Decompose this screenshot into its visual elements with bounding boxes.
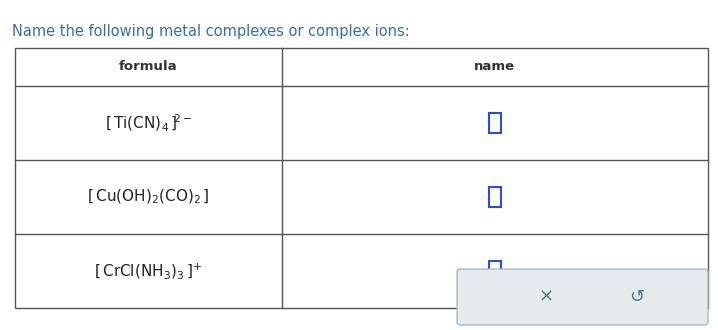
Text: formula: formula	[119, 60, 178, 74]
Text: ×: ×	[538, 288, 554, 306]
Text: $\left[\,\mathrm{CrCl(NH_3)_3}\,\right]^{+}$: $\left[\,\mathrm{CrCl(NH_3)_3}\,\right]^…	[94, 261, 202, 281]
Bar	[489, 113, 501, 133]
Text: name: name	[475, 60, 516, 74]
Bar	[489, 187, 501, 207]
FancyBboxPatch shape	[457, 269, 708, 325]
Text: $\left[\,\mathrm{Ti(CN)_4}\,\right]^{\!\!2-}$: $\left[\,\mathrm{Ti(CN)_4}\,\right]^{\!\…	[105, 113, 192, 134]
Text: Name the following metal complexes or complex ions:: Name the following metal complexes or co…	[12, 24, 410, 39]
Bar	[489, 261, 501, 281]
Text: ↺: ↺	[629, 288, 644, 306]
Text: $\left[\,\mathrm{Cu(OH)_2(CO)_2}\,\right]$: $\left[\,\mathrm{Cu(OH)_2(CO)_2}\,\right…	[87, 188, 210, 206]
Bar	[15, 48, 708, 308]
